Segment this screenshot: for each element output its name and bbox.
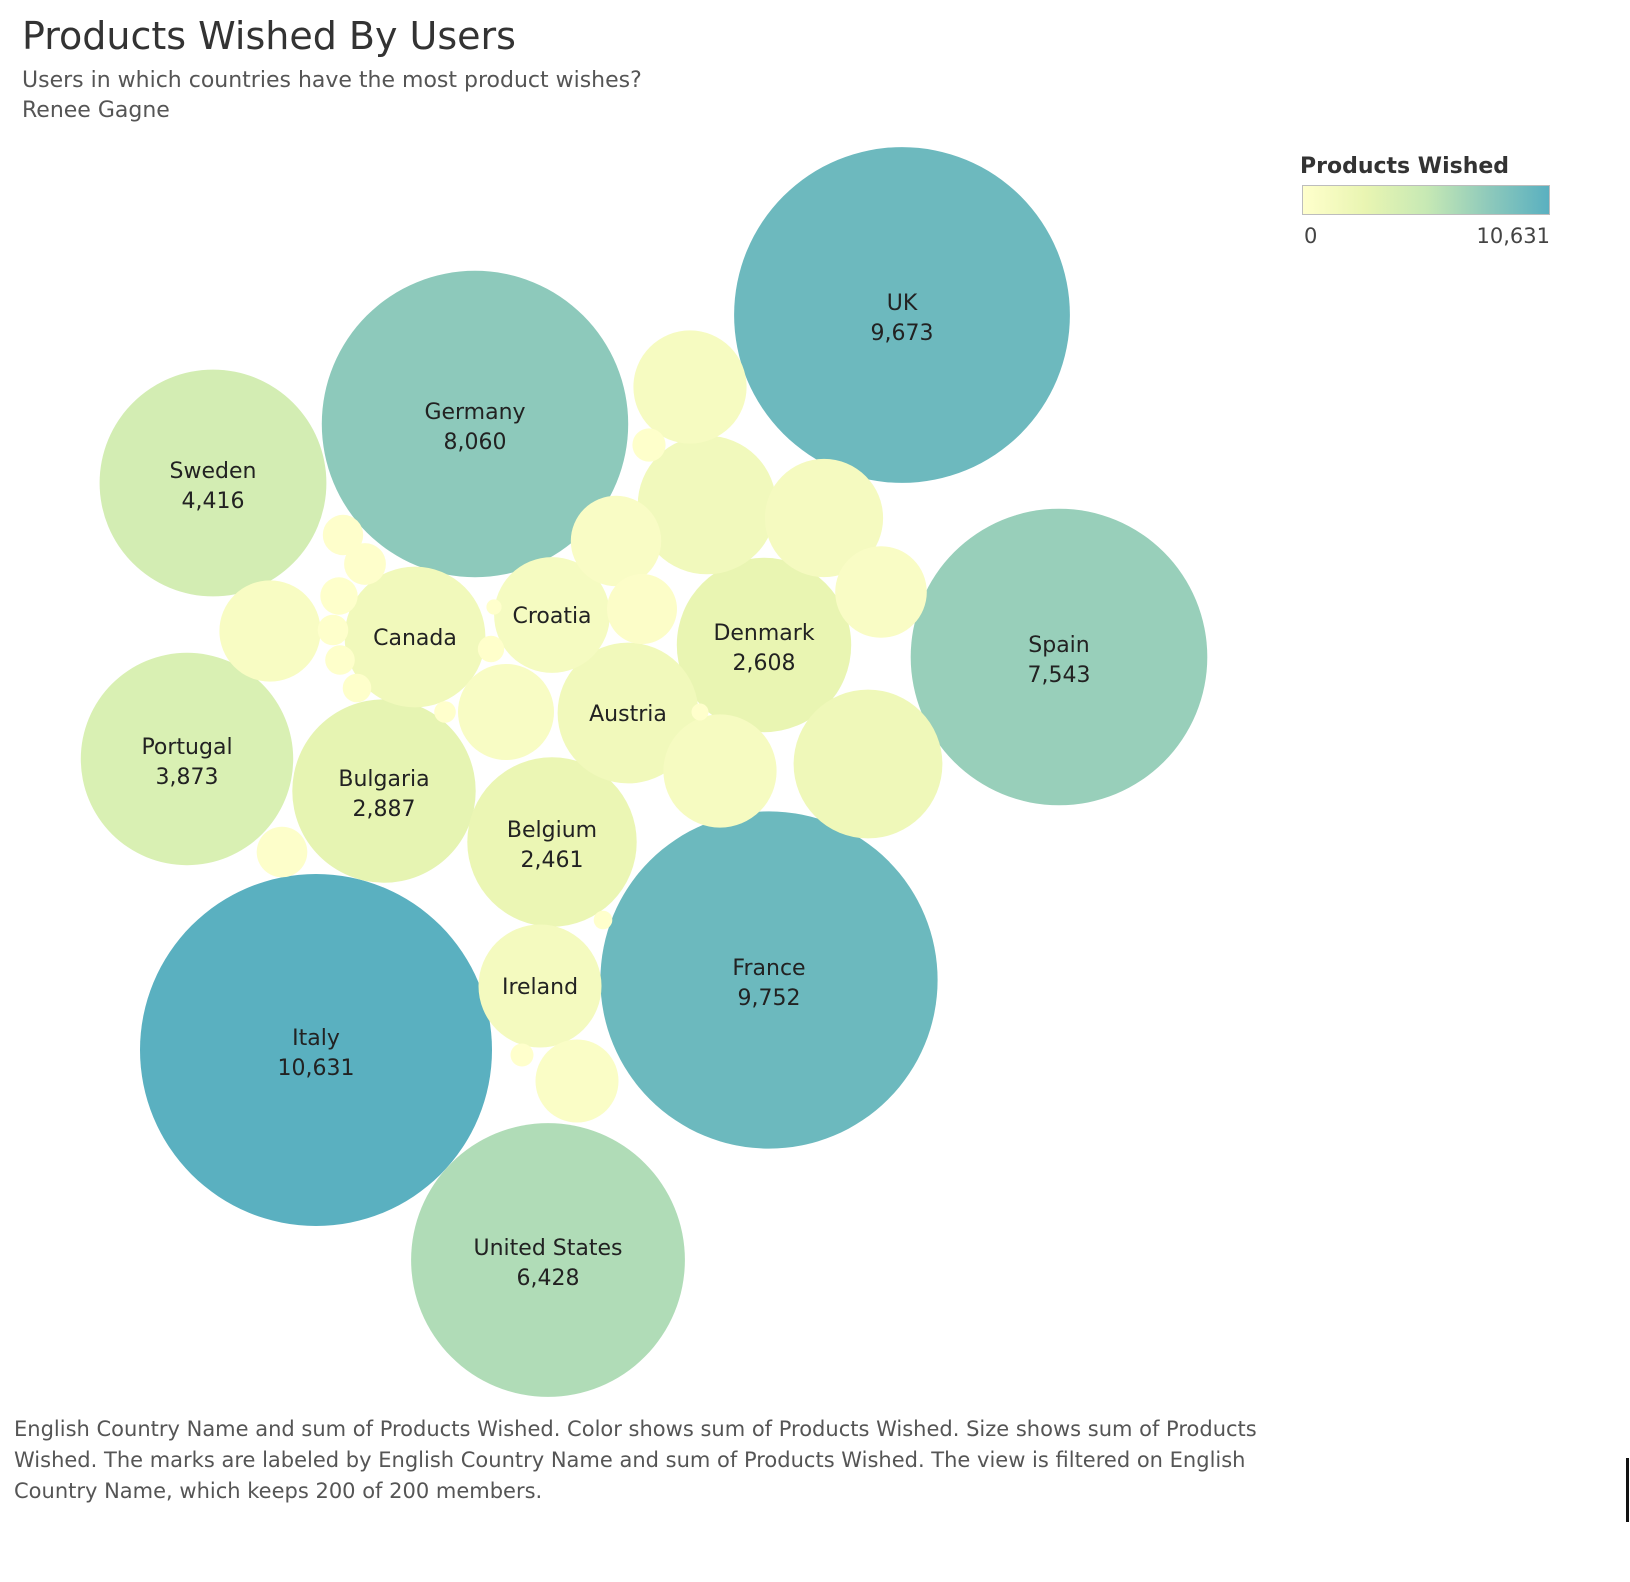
bubble-unlabeled[interactable]: [344, 543, 386, 585]
bubble-label-value: 4,416: [182, 489, 245, 514]
bubble-unlabeled[interactable]: [570, 495, 662, 587]
bubble-austria[interactable]: [557, 642, 699, 784]
bubble-italy[interactable]: [140, 874, 492, 1226]
bubble-unlabeled[interactable]: [434, 701, 456, 723]
legend-gradient-bar: [1302, 185, 1550, 215]
bubble-unlabeled[interactable]: [317, 614, 349, 646]
bubble-unlabeled[interactable]: [764, 458, 884, 578]
bubble-unlabeled[interactable]: [632, 428, 666, 462]
bubble-label-name: Italy: [292, 1026, 340, 1051]
bubble-unlabeled[interactable]: [325, 645, 355, 675]
bubble-unlabeled[interactable]: [342, 673, 372, 703]
bubble-unlabeled[interactable]: [535, 1039, 619, 1123]
bubble-unlabeled[interactable]: [793, 689, 943, 839]
edge-marker: [1626, 1458, 1629, 1522]
bubble-label-value: 2,887: [353, 797, 416, 822]
bubble-label-name: United States: [474, 1236, 623, 1261]
bubble-label-name: Germany: [424, 400, 525, 425]
bubble-croatia[interactable]: [494, 557, 610, 673]
bubble-belgium[interactable]: [467, 757, 637, 927]
bubble-label-value: 8,060: [444, 430, 507, 455]
bubble-germany[interactable]: [321, 270, 629, 578]
bubble-label-name: Spain: [1028, 633, 1089, 658]
packed-bubble-chart: Italy 10,631 France 9,752 UK 9,673 Germany 8,06…: [80, 147, 1208, 1397]
bubble-uk[interactable]: [734, 147, 1070, 483]
bubble-unlabeled[interactable]: [633, 330, 747, 444]
bubble-unlabeled[interactable]: [607, 574, 677, 644]
bubble-ireland[interactable]: [478, 924, 602, 1048]
bubble-unlabeled[interactable]: [256, 826, 308, 878]
legend-min-label: 0: [1304, 224, 1318, 248]
bubble-label-name: Austria: [589, 702, 667, 727]
bubble-label-name: Denmark: [713, 621, 814, 646]
bubble-france[interactable]: [600, 811, 938, 1149]
bubble-unlabeled[interactable]: [219, 580, 321, 682]
chart-author: Renee Gagne: [22, 98, 170, 123]
bubble-label-name: Portugal: [141, 735, 232, 760]
bubble-unlabeled[interactable]: [663, 714, 777, 828]
bubble-unlabeled[interactable]: [593, 910, 613, 930]
chart-title: Products Wished By Users: [22, 14, 516, 58]
bubble-unlabeled[interactable]: [320, 577, 358, 615]
bubble-label-name: Sweden: [170, 459, 257, 484]
bubble-unlabeled[interactable]: [510, 1043, 534, 1067]
bubble-label-value: 7,543: [1028, 663, 1091, 688]
bubble-label-value: 6,428: [517, 1266, 580, 1291]
bubble-label-name: Bulgaria: [338, 767, 429, 792]
bubble-portugal[interactable]: [80, 652, 294, 866]
bubble-label-name: Belgium: [507, 818, 597, 843]
bubble-label-value: 2,461: [521, 848, 584, 873]
bubble-unlabeled[interactable]: [486, 599, 502, 615]
bubble-bulgaria[interactable]: [292, 699, 476, 883]
bubble-label-value: 3,873: [156, 765, 219, 790]
bubble-label-value: 10,631: [278, 1056, 355, 1081]
bubble-denmark[interactable]: [676, 557, 852, 733]
bubble-unlabeled[interactable]: [691, 703, 709, 721]
chart-subtitle: Users in which countries have the most p…: [22, 68, 642, 93]
bubble-label-name: Canada: [373, 626, 457, 651]
bubble-united-states[interactable]: [411, 1123, 685, 1397]
chart-caption: English Country Name and sum of Products…: [14, 1417, 1257, 1503]
bubble-label-name: Croatia: [512, 604, 591, 629]
legend-title: Products Wished: [1300, 154, 1510, 179]
bubble-label-value: 2,608: [733, 651, 796, 676]
bubble-unlabeled[interactable]: [835, 546, 927, 638]
bubble-label-name: Ireland: [502, 975, 578, 1000]
bubble-canada[interactable]: [344, 566, 486, 708]
legend-max-label: 10,631: [1476, 224, 1550, 248]
bubble-unlabeled[interactable]: [637, 435, 777, 575]
color-legend: Products Wished 0 10,631: [1300, 154, 1560, 248]
bubble-sweden[interactable]: [99, 369, 327, 597]
bubble-spain[interactable]: [910, 508, 1208, 806]
bubble-unlabeled[interactable]: [458, 664, 554, 760]
bubble-label-name: UK: [887, 291, 918, 316]
bubble-unlabeled[interactable]: [322, 514, 364, 556]
bubble-label-value: 9,673: [871, 321, 934, 346]
bubble-label-name: France: [732, 956, 805, 981]
bubble-unlabeled[interactable]: [477, 635, 505, 663]
bubble-label-value: 9,752: [738, 986, 801, 1011]
